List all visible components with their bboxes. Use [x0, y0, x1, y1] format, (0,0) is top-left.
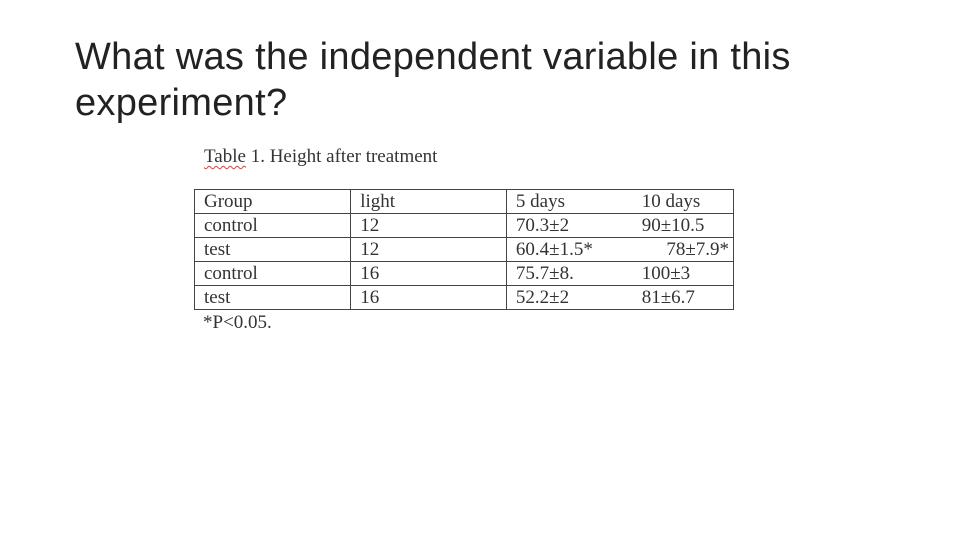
table-cell: control [193, 261, 352, 286]
header-10-days: 10 days [632, 189, 734, 214]
table-cell: 12 [350, 237, 507, 262]
table-cell: 78±7.9* [632, 237, 734, 262]
table-row: control 16 75.7±8. 100±3 [193, 261, 734, 286]
table-caption-prefix: Table [204, 146, 246, 167]
table-cell: 75.7±8. [505, 261, 633, 286]
table-cell: test [193, 285, 352, 310]
table-cell: 60.4±1.5* [505, 237, 633, 262]
table-cell: 16 [350, 285, 507, 310]
table-caption-text: 1. Height after treatment [245, 146, 438, 167]
table-cell: 52.2±2 [505, 285, 633, 310]
table-cell: 100±3 [632, 261, 734, 286]
table-figure: Table 1. Height after treatment Group li… [193, 145, 734, 335]
table-cell: 70.3±2 [505, 213, 633, 238]
header-5-days: 5 days [505, 189, 633, 214]
table-cell: 16 [350, 261, 507, 286]
data-table: Group light 5 days 10 days control 12 70… [193, 189, 734, 310]
table-cell: control [193, 213, 352, 238]
table-footnote: *P<0.05. [203, 312, 272, 333]
header-group: Group [193, 189, 352, 214]
header-light: light [350, 189, 507, 214]
table-row: test 16 52.2±2 81±6.7 [193, 285, 734, 310]
slide-title-line-2: experiment? [75, 82, 288, 124]
slide-title-line-1: What was the independent variable in thi… [75, 36, 791, 78]
table-cell: 12 [350, 213, 507, 238]
table-cell: test [193, 237, 352, 262]
table-cell: 90±10.5 [632, 213, 734, 238]
table-caption: Table 1. Height after treatment [204, 145, 734, 169]
table-header-row: Group light 5 days 10 days [193, 189, 734, 214]
slide-title: What was the independent variable in thi… [75, 34, 895, 126]
table-row: control 12 70.3±2 90±10.5 [193, 213, 734, 238]
table-row: test 12 60.4±1.5* 78±7.9* [193, 237, 734, 262]
table-cell: 81±6.7 [632, 285, 734, 310]
